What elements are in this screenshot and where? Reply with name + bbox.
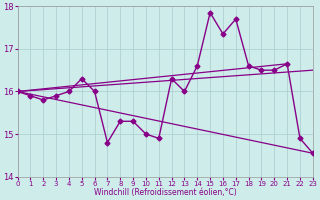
X-axis label: Windchill (Refroidissement éolien,°C): Windchill (Refroidissement éolien,°C) — [94, 188, 236, 197]
